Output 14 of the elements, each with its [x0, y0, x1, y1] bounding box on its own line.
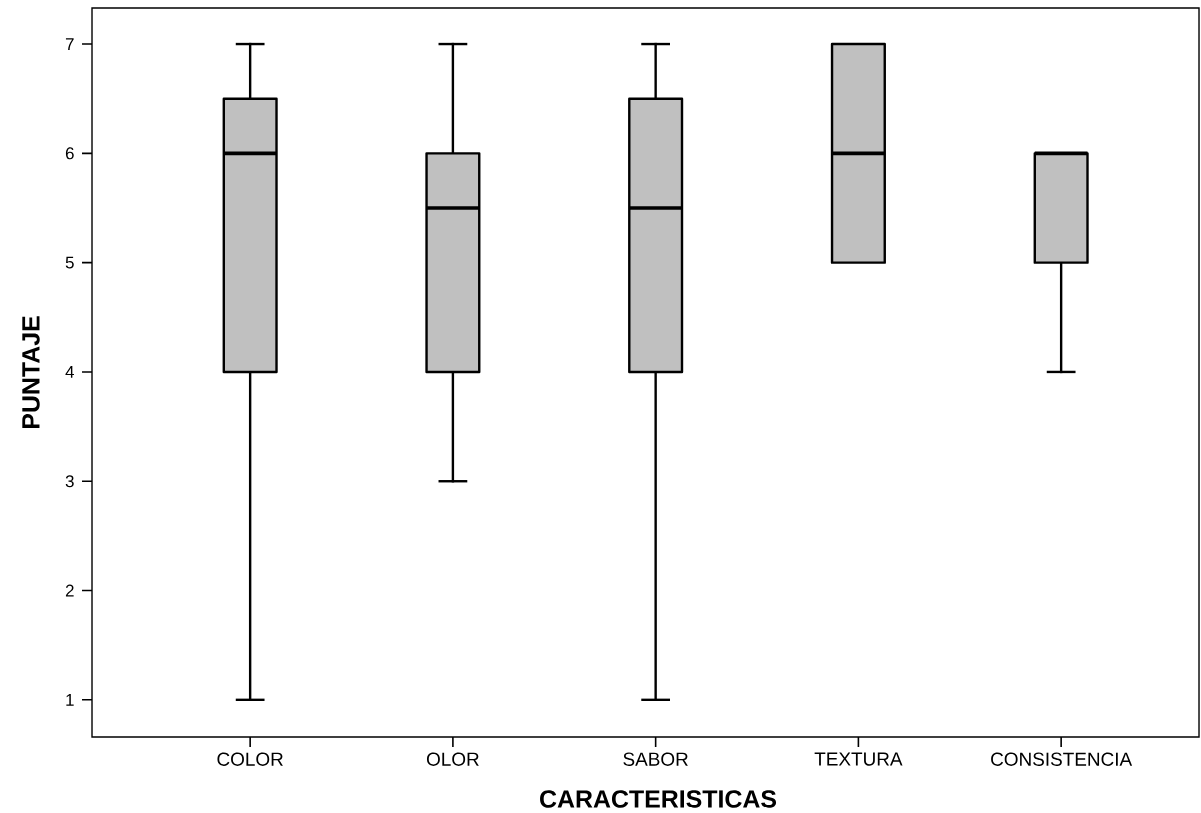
y-axis-title: PUNTAJE: [22, 316, 40, 429]
y-tick-label: 3: [65, 475, 74, 488]
y-tick-label: 7: [65, 38, 74, 50]
x-tick-label: CONSISTENCIA: [991, 752, 1133, 766]
y-tick-label: 1: [66, 693, 74, 706]
x-axis-title: CARACTERISTICAS: [540, 790, 777, 808]
y-tick-label: 5: [65, 256, 74, 269]
x-tick-label: TEXTURA: [814, 752, 903, 766]
y-tick-label: 4: [65, 366, 74, 378]
x-tick-label: OLOR: [426, 752, 479, 766]
x-tick-label: SABOR: [623, 752, 688, 766]
x-tick-label: COLOR: [217, 752, 283, 766]
y-tick-label: 6: [65, 147, 74, 160]
y-tick-label: 2: [65, 584, 74, 597]
